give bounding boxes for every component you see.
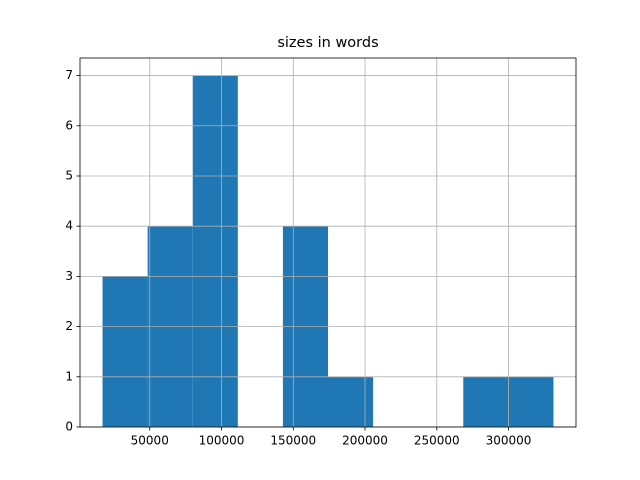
x-tick-label: 300000	[486, 434, 532, 448]
y-tick-label: 1	[65, 369, 73, 383]
y-tick-label: 2	[65, 319, 73, 333]
bar	[508, 376, 554, 427]
y-tick-label: 7	[65, 68, 73, 82]
y-tick-label: 0	[65, 420, 73, 434]
chart-title: sizes in words	[277, 35, 378, 51]
bar	[463, 376, 509, 427]
axes-frame	[79, 57, 577, 428]
x-tick-label: 150000	[270, 434, 316, 448]
x-tick-label: 50000	[131, 434, 169, 448]
x-tick-label: 100000	[199, 434, 245, 448]
bar	[102, 276, 148, 427]
bar	[192, 75, 238, 428]
y-tick-label: 3	[65, 269, 73, 283]
x-tick-label: 200000	[342, 434, 388, 448]
bar	[328, 376, 374, 427]
y-tick-label: 4	[65, 219, 73, 233]
x-tick-label: 250000	[414, 434, 460, 448]
y-tick-label: 6	[65, 118, 73, 132]
y-tick-label: 5	[65, 168, 73, 182]
